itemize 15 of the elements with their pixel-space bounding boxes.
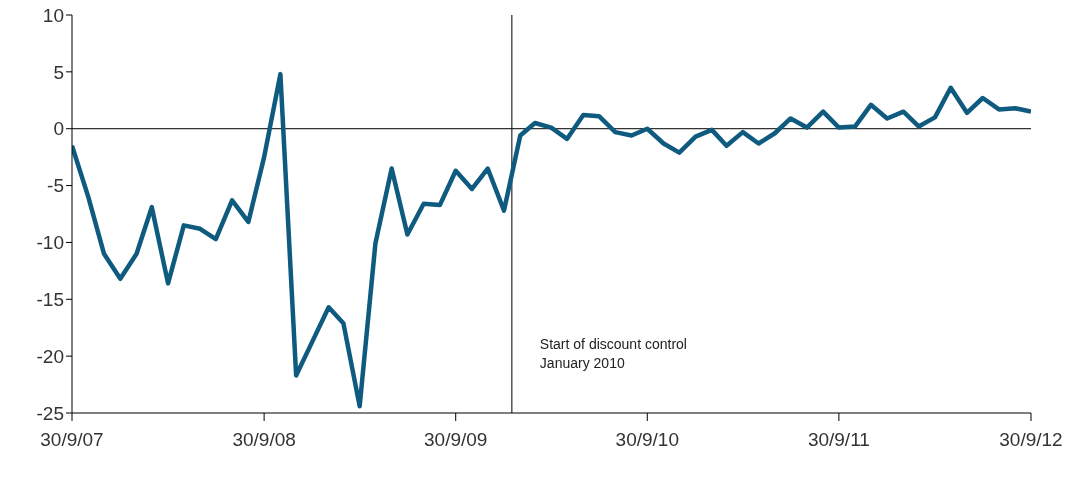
y-tick-label: -15 <box>36 289 64 311</box>
ref-line-label: Start of discount control January 2010 <box>539 336 687 372</box>
y-tick-label: 0 <box>53 118 64 140</box>
y-tick-label: -25 <box>36 402 64 424</box>
y-tick-label: -10 <box>36 232 64 254</box>
x-tick-label: 30/9/12 <box>999 429 1063 451</box>
x-tick-label: 30/9/10 <box>615 429 679 451</box>
x-tick-label: 30/9/11 <box>807 429 870 451</box>
y-tick-label: 5 <box>53 61 64 83</box>
x-tick-label: 30/9/08 <box>232 429 296 451</box>
y-tick-label: 10 <box>42 4 64 26</box>
y-tick-label: -5 <box>47 175 64 197</box>
x-tick-label: 30/9/09 <box>424 429 488 451</box>
x-tick-label: 30/9/07 <box>40 429 104 451</box>
y-tick-label: -20 <box>36 345 64 367</box>
